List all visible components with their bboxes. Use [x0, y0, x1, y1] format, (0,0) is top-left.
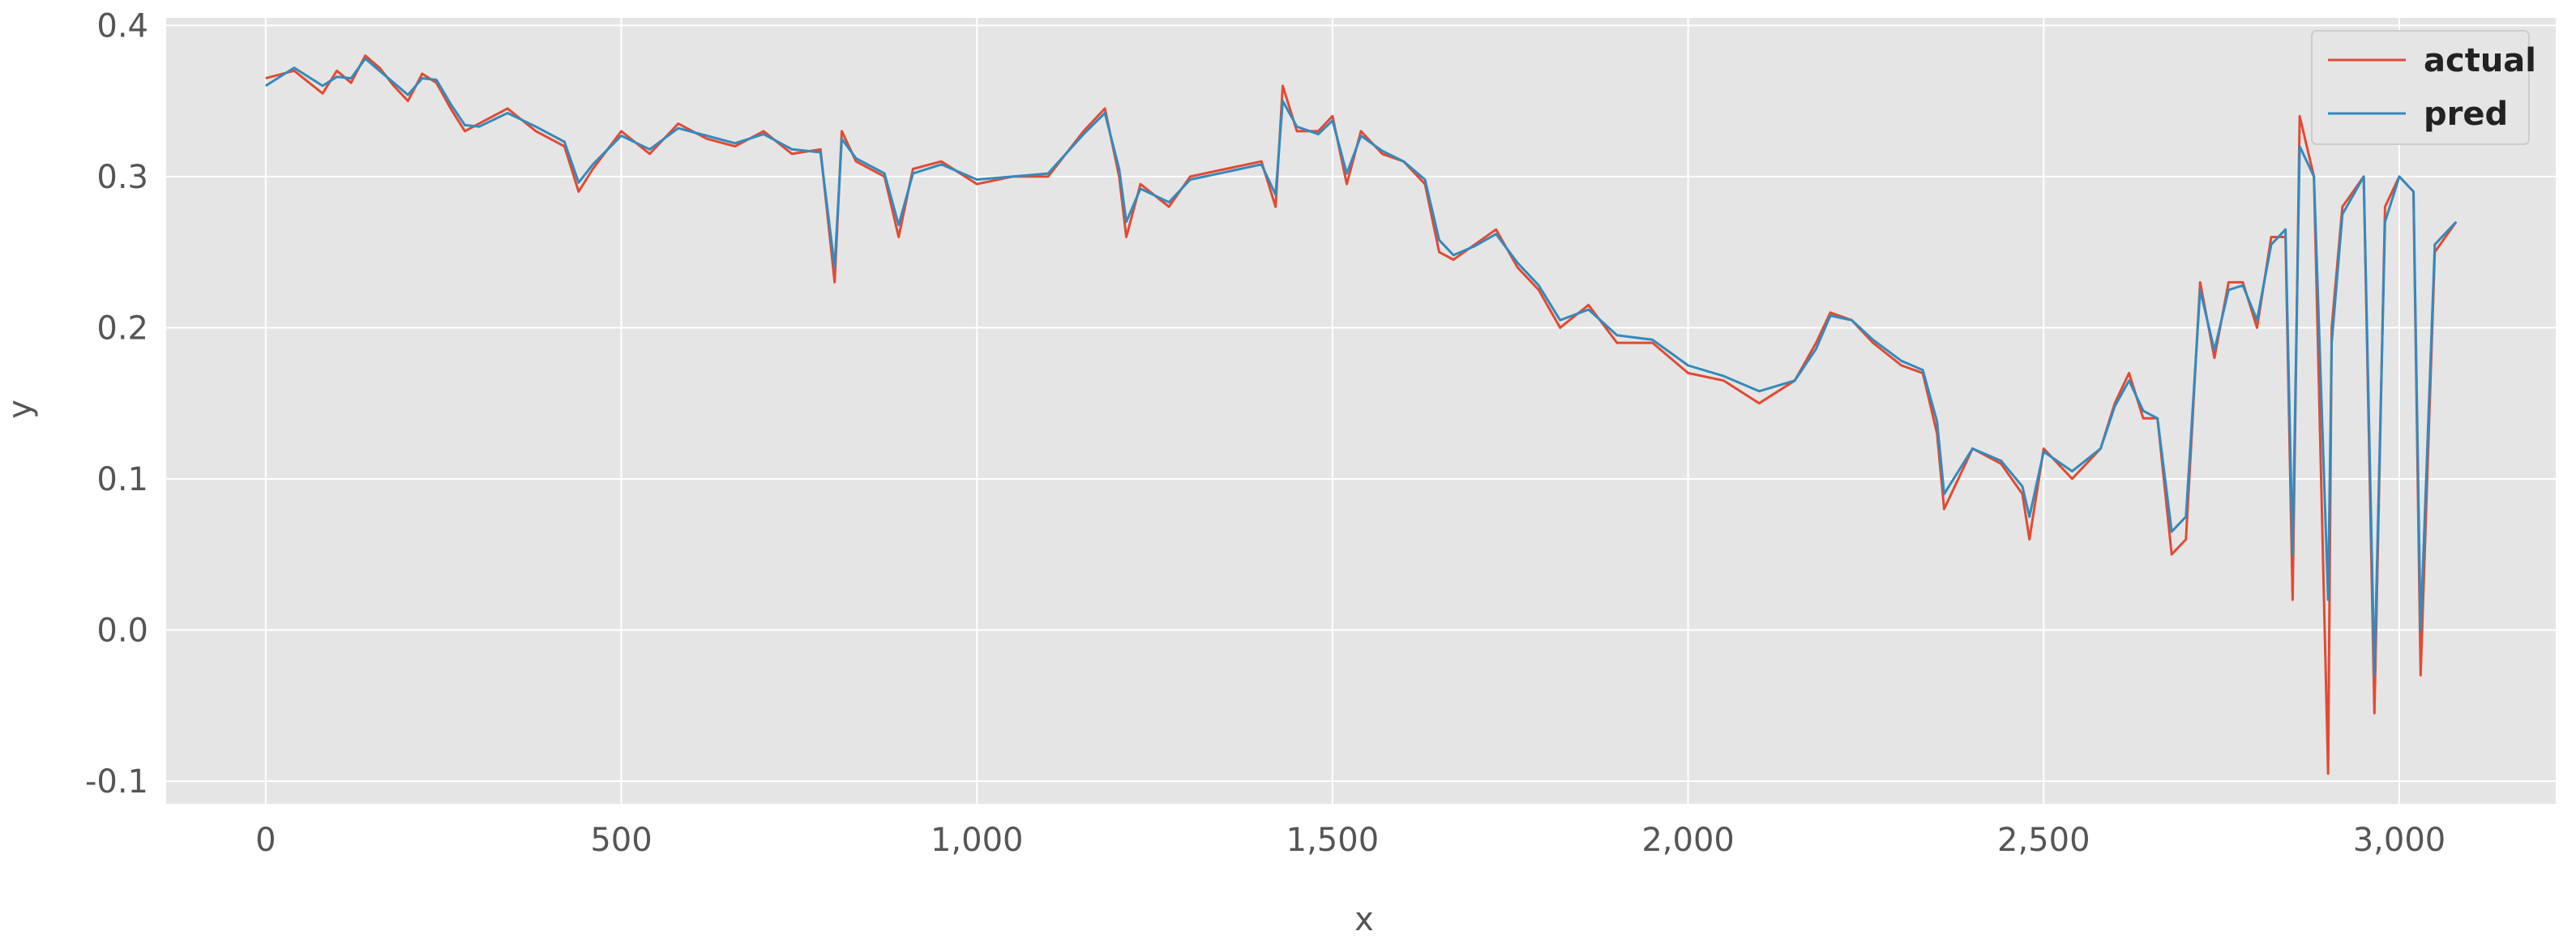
y-tick-label: -0.1: [85, 763, 148, 801]
x-tick-label: 3,000: [2353, 822, 2446, 859]
x-tick-label: 0: [255, 822, 276, 859]
series-line-pred: [264, 57, 2458, 677]
y-tick-label: 0.0: [96, 612, 148, 649]
grid-lines: [166, 18, 2556, 804]
series-layer: [264, 54, 2458, 775]
y-axis-label: y: [2, 399, 39, 419]
y-tick-label: 0.1: [96, 461, 148, 498]
x-tick-label: 2,000: [1641, 822, 1735, 859]
x-tick-label: 500: [590, 822, 652, 859]
tick-labels: 0 500 1,000 1,500 2,000 2,500 3,000 -0.1 0.0 0.1 0…: [85, 7, 2445, 859]
y-tick-label: 0.2: [96, 310, 148, 347]
legend-label-actual: actual: [2424, 42, 2536, 79]
x-tick-label: 1,000: [931, 822, 1024, 859]
legend-label-pred: pred: [2424, 96, 2508, 133]
x-tick-label: 1,500: [1286, 822, 1380, 859]
legend: actual pred: [2311, 30, 2536, 145]
y-tick-label: 0.4: [96, 7, 148, 45]
x-axis-label: x: [1354, 901, 1374, 938]
x-tick-label: 2,500: [1997, 822, 2090, 859]
y-tick-label: 0.3: [96, 159, 148, 196]
